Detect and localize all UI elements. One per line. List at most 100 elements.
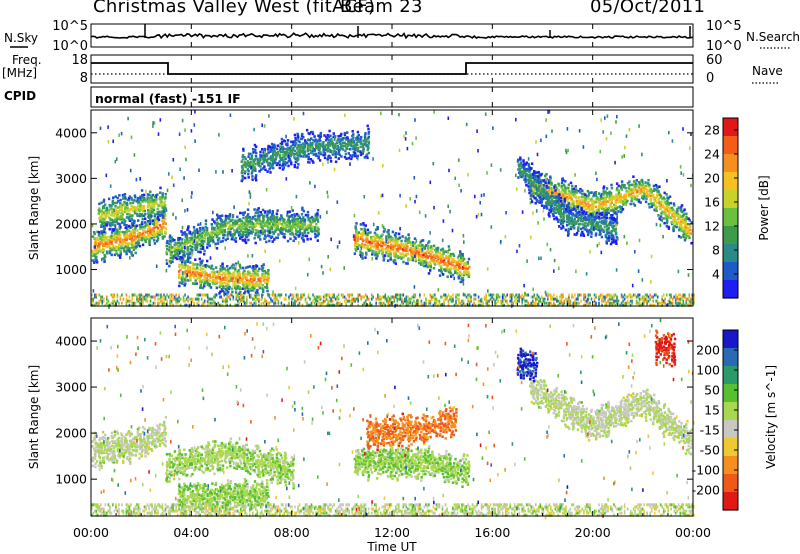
heatmap-cell [286, 161, 289, 165]
heatmap-cell [175, 297, 177, 301]
heatmap-cell [259, 153, 262, 157]
heatmap-cell [184, 260, 187, 263]
heatmap-cell [611, 214, 614, 217]
heatmap-cell [322, 144, 325, 147]
heatmap-cell [586, 224, 590, 227]
heatmap-cell [552, 209, 555, 213]
heatmap-cell [271, 210, 274, 213]
heatmap-cell [316, 239, 319, 242]
heatmap-cell [229, 276, 233, 279]
heatmap-cell [353, 244, 357, 248]
heatmap-cell [198, 273, 201, 277]
heatmap-cell [364, 224, 367, 227]
heatmap-cell [101, 214, 104, 217]
heatmap-cell [108, 243, 111, 247]
heatmap-cell [120, 246, 123, 250]
heatmap-cell [247, 176, 250, 179]
heatmap-cell [204, 264, 207, 267]
heatmap-cell [518, 299, 520, 303]
heatmap-cell [256, 221, 259, 224]
heatmap-cell [424, 264, 427, 268]
heatmap-cell [305, 128, 309, 132]
heatmap-cell [579, 234, 583, 237]
heatmap-cell [227, 268, 230, 271]
heatmap-cell [139, 225, 142, 229]
heatmap-cell [291, 140, 295, 144]
heatmap-cell [399, 255, 402, 259]
heatmap-cell [295, 227, 298, 231]
heatmap-cell [678, 214, 681, 217]
heatmap-cell [598, 212, 601, 216]
heatmap-cell [151, 219, 155, 222]
heatmap-cell [359, 151, 362, 155]
heatmap-cell [302, 150, 305, 153]
heatmap-cell [124, 205, 127, 209]
heatmap-cell [359, 253, 362, 257]
heatmap-cell [325, 293, 328, 297]
heatmap-cell [297, 158, 300, 161]
heatmap-cell [374, 228, 378, 231]
heatmap-cell [161, 299, 164, 303]
heatmap-cell [140, 299, 143, 303]
heatmap-cell [108, 227, 111, 231]
heatmap-cell [623, 193, 626, 197]
heatmap-cell [164, 196, 167, 199]
heatmap-cell [622, 196, 625, 200]
heatmap-cell [208, 273, 211, 276]
heatmap-cell [314, 235, 317, 239]
heatmap-cell [339, 134, 342, 137]
heatmap-cell [341, 141, 345, 145]
heatmap-cell [185, 239, 189, 243]
heatmap-cell [687, 234, 690, 238]
heatmap-cell [376, 240, 379, 243]
heatmap-cell [197, 250, 200, 254]
heatmap-cell [247, 164, 250, 168]
heatmap-cell [301, 303, 304, 307]
heatmap-cell [557, 190, 561, 194]
heatmap-cell [248, 271, 251, 275]
heatmap-cell [303, 147, 306, 150]
heatmap-cell [253, 301, 256, 305]
heatmap-cell [441, 255, 444, 259]
heatmap-cell [533, 181, 536, 184]
heatmap-cell [181, 231, 185, 235]
heatmap-cell [274, 153, 277, 156]
heatmap-cell [180, 277, 184, 280]
heatmap-cell [190, 297, 192, 301]
heatmap-cell [160, 293, 162, 297]
heatmap-cell [103, 260, 106, 263]
heatmap-cell [107, 197, 111, 201]
heatmap-cell [123, 223, 126, 226]
heatmap-cell [140, 214, 143, 218]
heatmap-cell [547, 202, 550, 205]
heatmap-cell [577, 199, 580, 202]
heatmap-cell [247, 238, 250, 242]
heatmap-cell [335, 141, 339, 144]
heatmap-cell [307, 231, 310, 235]
heatmap-cell [251, 284, 255, 287]
heatmap-cell [213, 279, 216, 282]
heatmap-cell [645, 194, 649, 197]
heatmap-cell [599, 229, 602, 232]
heatmap-cell [534, 184, 538, 187]
heatmap-cell [642, 197, 645, 201]
heatmap-cell [273, 230, 277, 233]
heatmap-cell [244, 162, 247, 165]
heatmap-cell [317, 144, 320, 147]
heatmap-cell [521, 170, 525, 173]
heatmap-cell [227, 227, 230, 231]
heatmap-cell [392, 259, 395, 262]
heatmap-cell [266, 170, 269, 173]
heatmap-cell [244, 290, 247, 293]
heatmap-cell [426, 256, 430, 259]
heatmap-cell [654, 188, 658, 192]
heatmap-cell [365, 251, 368, 255]
heatmap-cell [221, 289, 224, 293]
heatmap-cell [334, 297, 337, 301]
heatmap-cell [254, 148, 257, 152]
heatmap-cell [446, 251, 450, 255]
heatmap-cell [543, 204, 546, 208]
heatmap-cell [459, 274, 462, 277]
heatmap-cell [257, 274, 260, 278]
heatmap-cell [611, 194, 614, 198]
